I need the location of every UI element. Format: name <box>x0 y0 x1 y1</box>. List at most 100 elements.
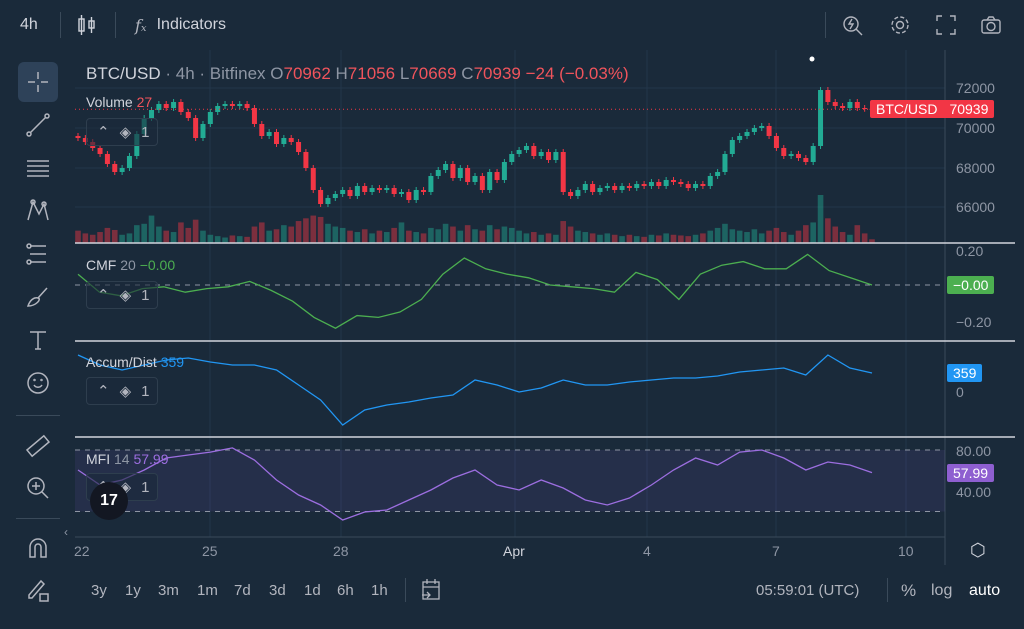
candle-body <box>222 104 228 106</box>
candle-body <box>376 188 382 190</box>
candle-body <box>597 188 603 192</box>
candle-body <box>428 176 434 192</box>
cmf-legend: CMF 20 −0.00 <box>86 257 175 273</box>
volume-bar <box>134 225 140 243</box>
pane-controls[interactable]: ⌃ ◈ 1 <box>86 118 158 146</box>
top-toolbar: 4h fₓ Indicators <box>0 0 1024 50</box>
candle-body <box>626 186 632 188</box>
crosshair-icon[interactable] <box>18 62 58 102</box>
volume-bar <box>626 234 633 243</box>
range-button-1m[interactable]: 1m <box>197 582 218 599</box>
collapse-icon[interactable]: ⌃ <box>97 383 110 400</box>
range-button-3y[interactable]: 3y <box>91 582 107 599</box>
gear-icon[interactable] <box>889 12 911 38</box>
zoom-in-icon[interactable] <box>18 468 58 508</box>
volume-bar <box>126 233 133 243</box>
candle-body <box>229 104 235 106</box>
pane-controls[interactable]: ⌃ ◈ 1 <box>86 377 158 405</box>
volume-bar <box>744 232 750 243</box>
symbol-name[interactable]: BTC/USD <box>86 64 161 83</box>
indicators-button[interactable]: fₓ Indicators <box>135 12 226 38</box>
volume-bar <box>780 232 787 243</box>
brush-icon[interactable] <box>18 277 58 317</box>
candle-body <box>171 102 177 108</box>
range-button-1h[interactable]: 1h <box>371 582 388 599</box>
pane-controls[interactable]: ⌃ ◈ 1 <box>86 281 158 309</box>
goto-date-icon[interactable] <box>420 578 442 607</box>
candle-body <box>560 152 566 192</box>
camera-icon[interactable] <box>980 12 1002 38</box>
interval-button[interactable]: 4h <box>20 16 38 33</box>
candle-body <box>163 104 169 108</box>
axis-settings-icon[interactable]: ⬡ <box>970 540 986 560</box>
volume-legend: Volume 27 <box>86 94 152 110</box>
volume-bar <box>82 233 89 243</box>
volume-bar <box>303 218 309 243</box>
range-button-1y[interactable]: 1y <box>125 582 141 599</box>
volume-bar <box>325 223 331 243</box>
range-button-3m[interactable]: 3m <box>158 582 179 599</box>
candle-body <box>354 186 360 196</box>
cmf-line <box>77 253 873 329</box>
layers-icon: ◈ <box>119 287 132 304</box>
clock-time[interactable]: 05:59:01 (UTC) <box>756 582 860 599</box>
magnet-icon[interactable] <box>18 528 58 568</box>
volume-bar <box>347 230 353 243</box>
range-button-3d[interactable]: 3d <box>269 582 286 599</box>
volume-bar <box>839 232 846 243</box>
ad-value: 359 <box>160 354 185 370</box>
candle-body <box>810 146 816 162</box>
text-icon[interactable] <box>18 320 58 360</box>
range-button-6h[interactable]: 6h <box>337 582 354 599</box>
volume-bar <box>111 229 118 243</box>
volume-bar <box>450 226 456 243</box>
price-tick: 66000 <box>956 199 995 215</box>
scroll-left-icon[interactable]: ‹ <box>64 525 68 539</box>
range-button-7d[interactable]: 7d <box>234 582 251 599</box>
auto-toggle[interactable]: auto <box>969 582 1001 599</box>
lock-drawings-icon[interactable] <box>18 570 58 610</box>
volume-bar <box>104 227 111 243</box>
collapse-icon[interactable]: ⌃ <box>97 287 110 304</box>
percent-toggle[interactable]: % <box>901 581 917 600</box>
fullscreen-icon[interactable] <box>935 12 957 38</box>
candles-icon[interactable] <box>76 12 98 38</box>
tradingview-logo[interactable]: 17 <box>90 482 128 520</box>
collapse-icon[interactable]: ⌃ <box>97 124 110 141</box>
log-toggle[interactable]: log <box>931 582 953 599</box>
volume-bar <box>266 230 272 243</box>
low-value: 70669 <box>409 64 457 83</box>
range-button-1d[interactable]: 1d <box>304 582 321 599</box>
cmf-value: −0.00 <box>139 257 176 273</box>
legend-interval: · 4h · <box>165 64 206 83</box>
volume-bar <box>317 216 324 243</box>
candle-body <box>722 154 728 172</box>
volume-bar <box>332 226 339 243</box>
emoji-icon[interactable] <box>18 363 58 403</box>
fib-retracement-icon[interactable] <box>18 148 58 188</box>
ruler-icon[interactable] <box>18 426 58 466</box>
volume-bar <box>707 230 714 243</box>
volume-bar <box>435 229 442 243</box>
trend-line-icon[interactable] <box>18 105 58 145</box>
pattern-icon[interactable] <box>18 191 58 231</box>
candle-body <box>465 168 471 182</box>
prediction-icon[interactable] <box>18 234 58 274</box>
volume-bar <box>655 235 662 243</box>
alert-search-icon[interactable] <box>842 12 864 38</box>
volume-bar <box>736 230 743 243</box>
candle-body <box>766 126 772 136</box>
volume-bar <box>670 234 677 243</box>
volume-bar <box>758 233 765 243</box>
open-value: 70962 <box>283 64 331 83</box>
candle-body <box>707 176 713 186</box>
price-tag-symbol: BTC/USD <box>876 101 938 117</box>
volume-bar <box>589 233 596 243</box>
volume-bar <box>420 233 427 243</box>
volume-bar <box>229 235 236 243</box>
mfi-legend: MFI 14 57.99 <box>86 451 169 467</box>
volume-bar <box>236 236 243 243</box>
volume-bar <box>472 229 478 243</box>
volume-bar <box>678 235 684 243</box>
